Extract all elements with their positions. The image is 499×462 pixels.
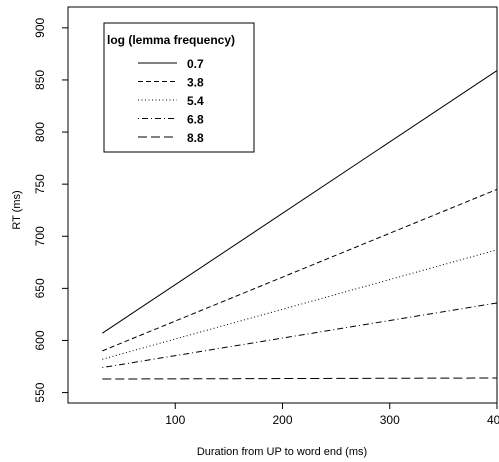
y-tick-label-800: 800 <box>33 122 47 142</box>
x-tick-label-200: 200 <box>272 413 292 427</box>
legend-entries: 0.7 3.8 5.4 6.8 8.8 <box>138 57 204 145</box>
legend-title: log (lemma frequency) <box>107 33 235 47</box>
y-tick-label-900: 900 <box>33 18 47 38</box>
series-line-0.7 <box>102 70 498 334</box>
y-axis: 550 600 650 700 750 800 850 900 <box>33 18 68 403</box>
x-tick-label-100: 100 <box>165 413 185 427</box>
y-tick-label-700: 700 <box>33 226 47 246</box>
y-tick-label-550: 550 <box>33 382 47 402</box>
legend-label-0.7: 0.7 <box>187 57 204 71</box>
series-line-8.8 <box>102 377 498 380</box>
series-lines <box>102 70 498 380</box>
y-tick-label-600: 600 <box>33 330 47 350</box>
x-tick-label-300: 300 <box>380 413 400 427</box>
legend-label-8.8: 8.8 <box>187 131 204 145</box>
x-tick-label-400: 400 <box>487 413 499 427</box>
series-line-5.4 <box>102 249 498 360</box>
y-tick-label-650: 650 <box>33 278 47 298</box>
legend-label-6.8: 6.8 <box>187 113 204 127</box>
legend-box <box>103 22 255 153</box>
y-axis-title: RT (ms) <box>11 190 23 229</box>
legend: log (lemma frequency) 0.7 3.8 5.4 6.8 8.8 <box>103 22 255 153</box>
series-line-3.8 <box>102 188 498 352</box>
series-line-6.8 <box>102 302 498 369</box>
x-axis-title: Duration from UP to word end (ms) <box>197 446 367 458</box>
legend-label-3.8: 3.8 <box>187 76 204 90</box>
y-tick-label-750: 750 <box>33 174 47 194</box>
y-tick-label-850: 850 <box>33 70 47 90</box>
x-axis: 100 200 300 400 <box>165 403 499 427</box>
legend-label-5.4: 5.4 <box>187 94 204 108</box>
